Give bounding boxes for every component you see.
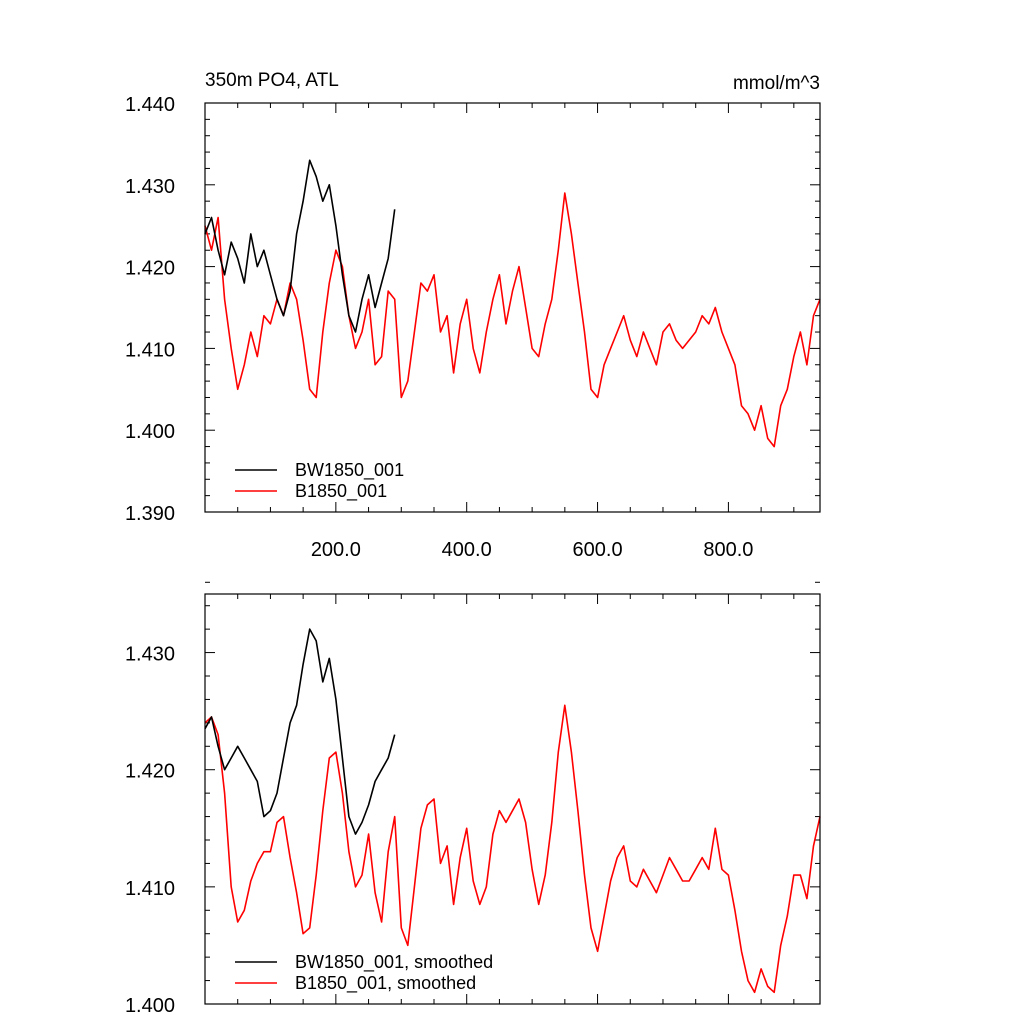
x-tick-label: 400.0 xyxy=(442,539,492,561)
plot-frame xyxy=(204,102,821,513)
y-tick-label: 1.410 xyxy=(125,878,175,900)
chart-panel-1: 1.390 1.400 1.410 1.420 1.430 1.440 200.0 400.0… xyxy=(125,70,821,561)
legend-label: B1850_001, smoothed xyxy=(295,973,476,994)
legend-label: BW1850_001, smoothed xyxy=(295,952,493,973)
y-tick-label: 1.390 xyxy=(125,503,175,525)
y-tick-label: 1.420 xyxy=(125,761,175,783)
y-tick-label: 1.410 xyxy=(125,339,175,361)
legend-label: BW1850_001 xyxy=(295,460,404,481)
y-tick-label: 1.430 xyxy=(125,644,175,666)
series-line-2 xyxy=(204,192,821,448)
series-line-1 xyxy=(204,628,396,835)
y-tick-label: 1.430 xyxy=(125,176,175,198)
x-tick-label: 800.0 xyxy=(703,539,753,561)
plot-frame xyxy=(204,593,821,1005)
series-line-2 xyxy=(204,704,821,994)
chart-title: 350m PO4, ATL xyxy=(205,70,339,91)
units-label: mmol/m^3 xyxy=(733,73,820,94)
legend-label: B1850_001 xyxy=(295,481,387,502)
x-tick-label: 600.0 xyxy=(573,539,623,561)
y-tick-label: 1.400 xyxy=(125,421,175,443)
y-tick-label: 1.440 xyxy=(125,94,175,116)
y-tick-label: 1.420 xyxy=(125,258,175,280)
x-tick-label: 200.0 xyxy=(311,539,361,561)
y-tick-label: 1.400 xyxy=(125,995,175,1017)
chart-panel-2: 1.400 1.410 1.420 1.430 BW1850_001, smoothed… xyxy=(125,581,821,1017)
series-line-1 xyxy=(204,159,396,333)
